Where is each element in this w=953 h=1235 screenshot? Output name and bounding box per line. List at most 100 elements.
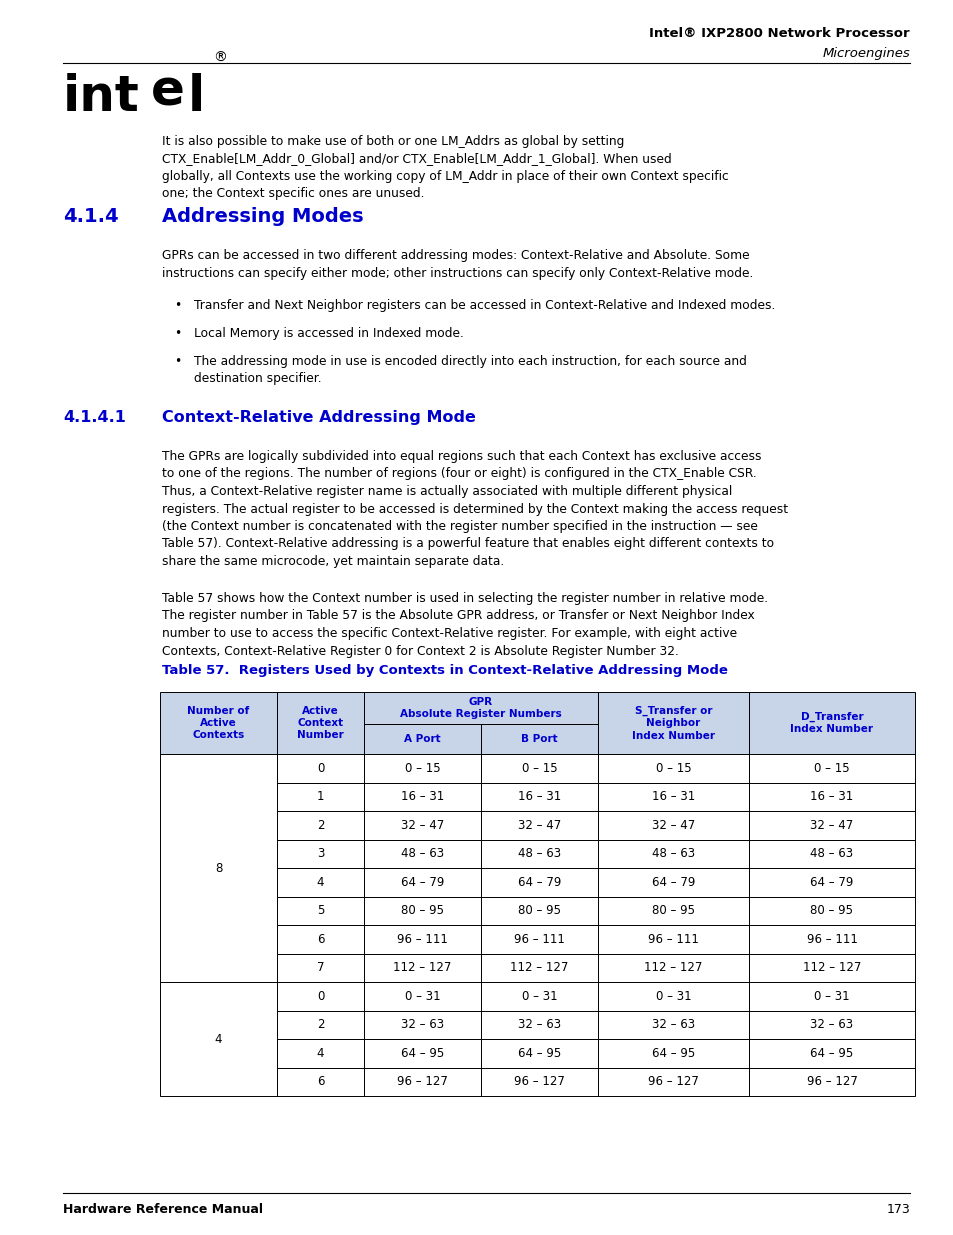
Text: 32 – 47: 32 – 47 [651, 819, 695, 831]
Text: 80 – 95: 80 – 95 [810, 904, 853, 918]
Text: •: • [173, 354, 181, 368]
Text: Active
Context
Number: Active Context Number [296, 705, 343, 741]
Bar [598, 1067, 748, 1095]
Text: 64 – 95: 64 – 95 [651, 1047, 695, 1060]
Text: 16 – 31: 16 – 31 [809, 790, 853, 803]
Bar [276, 925, 363, 953]
Text: 112 – 127: 112 – 127 [510, 961, 568, 974]
Text: 48 – 63: 48 – 63 [400, 847, 443, 861]
Text: 64 – 79: 64 – 79 [809, 876, 853, 889]
Bar [598, 953, 748, 982]
Bar [480, 755, 598, 783]
Bar [480, 925, 598, 953]
Bar [363, 1010, 480, 1039]
Bar [480, 1067, 598, 1095]
Text: 5: 5 [316, 904, 324, 918]
Text: 96 – 111: 96 – 111 [396, 932, 447, 946]
Text: 48 – 63: 48 – 63 [517, 847, 560, 861]
Bar [160, 692, 276, 755]
Text: Addressing Modes: Addressing Modes [162, 207, 363, 226]
Bar [276, 811, 363, 840]
Bar [363, 724, 480, 755]
Text: 80 – 95: 80 – 95 [651, 904, 694, 918]
Text: 32 – 47: 32 – 47 [517, 819, 560, 831]
Text: 112 – 127: 112 – 127 [393, 961, 451, 974]
Bar [363, 840, 480, 868]
Bar [480, 724, 598, 755]
Bar [276, 953, 363, 982]
Bar [276, 1067, 363, 1095]
Bar [276, 868, 363, 897]
Bar [598, 811, 748, 840]
Text: 96 – 111: 96 – 111 [514, 932, 564, 946]
Text: 80 – 95: 80 – 95 [400, 904, 443, 918]
Text: 64 – 95: 64 – 95 [809, 1047, 853, 1060]
Text: 0 – 31: 0 – 31 [521, 989, 557, 1003]
Bar [363, 897, 480, 925]
Bar [748, 1067, 914, 1095]
Text: 96 – 111: 96 – 111 [805, 932, 857, 946]
Text: 32 – 47: 32 – 47 [809, 819, 853, 831]
Text: 48 – 63: 48 – 63 [809, 847, 853, 861]
Text: GPR
Absolute Register Numbers: GPR Absolute Register Numbers [399, 697, 561, 719]
Text: Transfer and Next Neighbor registers can be accessed in Context-Relative and Ind: Transfer and Next Neighbor registers can… [193, 299, 775, 312]
Bar [363, 783, 480, 811]
Bar [748, 783, 914, 811]
Text: 32 – 63: 32 – 63 [517, 1018, 560, 1031]
Bar [598, 1010, 748, 1039]
Bar [598, 925, 748, 953]
Text: Context-Relative Addressing Mode: Context-Relative Addressing Mode [162, 410, 476, 425]
Text: 4: 4 [316, 1047, 324, 1060]
Bar [363, 755, 480, 783]
Text: 0: 0 [316, 989, 324, 1003]
Text: B Port: B Port [520, 734, 558, 745]
Text: 4: 4 [316, 876, 324, 889]
Text: 3: 3 [316, 847, 324, 861]
Text: 96 – 127: 96 – 127 [647, 1076, 699, 1088]
Bar [480, 1039, 598, 1067]
Bar [748, 755, 914, 783]
Text: 64 – 79: 64 – 79 [517, 876, 560, 889]
Text: 2: 2 [316, 819, 324, 831]
Text: 96 – 127: 96 – 127 [514, 1076, 564, 1088]
Text: 0 – 31: 0 – 31 [813, 989, 849, 1003]
Bar [748, 1010, 914, 1039]
Bar [748, 953, 914, 982]
Bar [480, 953, 598, 982]
Bar [363, 811, 480, 840]
Text: 4.1.4.1: 4.1.4.1 [63, 410, 126, 425]
Bar [276, 783, 363, 811]
Text: Intel® IXP2800 Network Processor: Intel® IXP2800 Network Processor [649, 27, 909, 40]
Bar [363, 1067, 480, 1095]
Text: e: e [151, 67, 185, 115]
Text: 0 – 15: 0 – 15 [404, 762, 439, 774]
Bar [363, 953, 480, 982]
Text: 0: 0 [316, 762, 324, 774]
Text: 32 – 63: 32 – 63 [400, 1018, 443, 1031]
Text: 16 – 31: 16 – 31 [400, 790, 443, 803]
Text: 0 – 15: 0 – 15 [813, 762, 849, 774]
Bar [363, 868, 480, 897]
Bar [598, 1039, 748, 1067]
Text: 2: 2 [316, 1018, 324, 1031]
Text: 64 – 95: 64 – 95 [400, 1047, 443, 1060]
Text: 7: 7 [316, 961, 324, 974]
Bar [276, 1039, 363, 1067]
Text: Table 57.  Registers Used by Contexts in Context-Relative Addressing Mode: Table 57. Registers Used by Contexts in … [162, 664, 727, 677]
Text: l: l [188, 73, 205, 121]
Text: The addressing mode in use is encoded directly into each instruction, for each s: The addressing mode in use is encoded di… [193, 354, 746, 385]
Bar [598, 692, 748, 755]
Bar [480, 868, 598, 897]
Text: 32 – 63: 32 – 63 [651, 1018, 694, 1031]
Bar [276, 1010, 363, 1039]
Text: 16 – 31: 16 – 31 [651, 790, 695, 803]
Text: 112 – 127: 112 – 127 [643, 961, 701, 974]
Bar [276, 755, 363, 783]
Bar [276, 897, 363, 925]
Bar [480, 1010, 598, 1039]
Text: 64 – 95: 64 – 95 [517, 1047, 560, 1060]
Bar [598, 982, 748, 1010]
Text: The GPRs are logically subdivided into equal regions such that each Context has : The GPRs are logically subdivided into e… [162, 450, 787, 568]
Bar [480, 783, 598, 811]
Bar [276, 840, 363, 868]
